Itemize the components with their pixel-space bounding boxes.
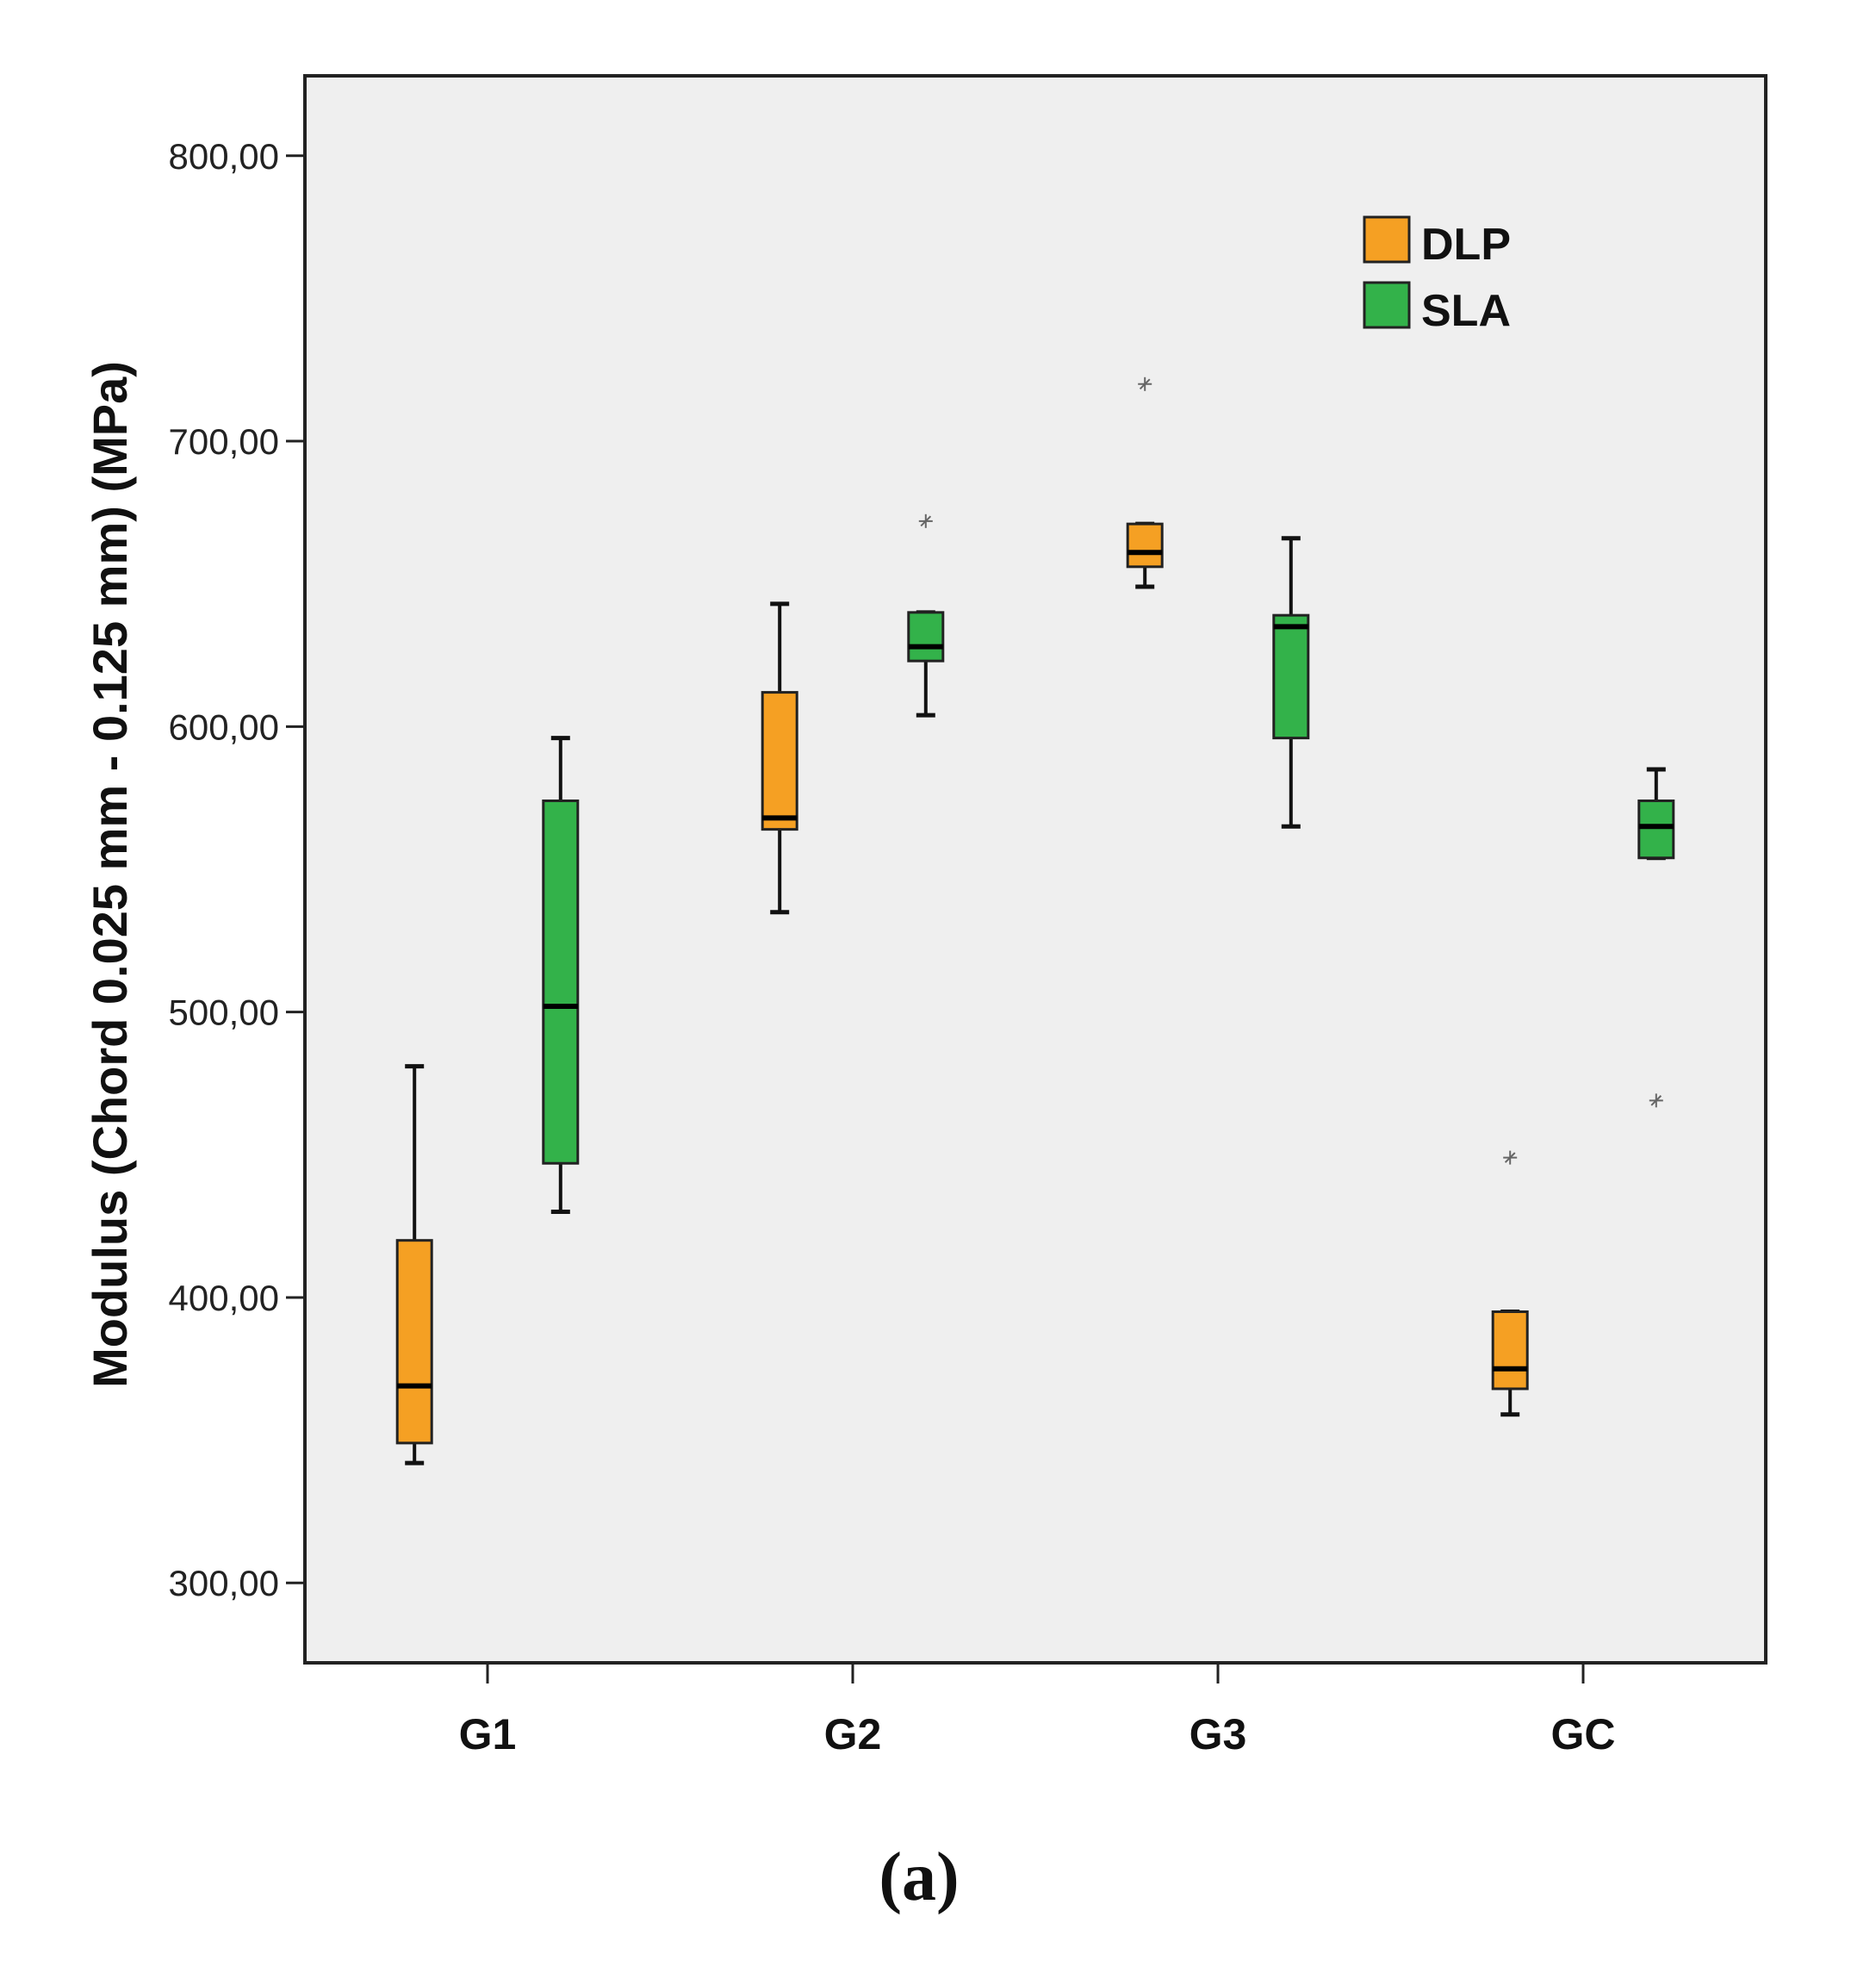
y-axis: 300,00 400,00 500,00 600,00 700,00 800,00 <box>169 136 305 1603</box>
y-tick-label-500: 500,00 <box>169 993 279 1033</box>
outlier-point-0 <box>1138 377 1152 391</box>
legend-swatch-sla <box>1363 281 1411 329</box>
y-tick-label-400: 400,00 <box>169 1278 279 1318</box>
box-body <box>1637 799 1675 860</box>
outlier-point-0 <box>1649 1093 1663 1108</box>
box-body <box>395 1239 433 1445</box>
outlier-stroke-d <box>1504 1152 1516 1163</box>
box-body <box>542 799 580 1165</box>
figure-caption: (a) <box>879 1839 959 1915</box>
x-tick-label-G1: G1 <box>459 1710 517 1758</box>
y-tick-label-700: 700,00 <box>169 421 279 462</box>
box-body <box>1491 1310 1529 1391</box>
outlier-point-0 <box>918 513 933 528</box>
outlier-stroke-d <box>1650 1095 1662 1106</box>
outlier-stroke-d <box>1139 378 1151 390</box>
y-tick-label-300: 300,00 <box>169 1563 279 1603</box>
outlier-stroke-d <box>920 515 932 527</box>
box-sla-g2 <box>907 513 945 718</box>
box-sla-g3 <box>1272 536 1310 829</box>
box-dlp-g2 <box>761 601 798 915</box>
outlier-point-0 <box>1503 1150 1518 1165</box>
box-body <box>761 691 798 831</box>
legend-label-dlp: DLP <box>1421 220 1511 270</box>
plot-area <box>303 74 1767 1665</box>
y-tick-label-600: 600,00 <box>169 706 279 747</box>
box-dlp-g3 <box>1126 377 1164 589</box>
x-axis: G1 G2 G3 GC <box>459 1663 1616 1758</box>
x-tick-label-G2: G2 <box>824 1710 882 1758</box>
legend-label-sla: SLA <box>1421 286 1511 336</box>
legend-swatch-dlp <box>1363 215 1411 264</box>
box-dlp-gc <box>1491 1150 1529 1417</box>
box-series <box>395 377 1675 1466</box>
y-tick-label-800: 800,00 <box>169 136 279 177</box>
x-tick-label-GC: GC <box>1551 1710 1616 1758</box>
box-body <box>907 611 945 663</box>
box-dlp-g1 <box>395 1064 433 1466</box>
box-sla-g1 <box>542 736 580 1215</box>
box-sla-gc <box>1637 767 1675 1108</box>
legend: DLP SLA <box>1363 215 1511 336</box>
box-body <box>1272 613 1310 740</box>
x-tick-label-G3: G3 <box>1190 1710 1247 1758</box>
box-body <box>1126 522 1164 569</box>
y-axis-title: Modulus (Chord 0.025 mm - 0.125 mm) (MPa… <box>83 361 137 1388</box>
